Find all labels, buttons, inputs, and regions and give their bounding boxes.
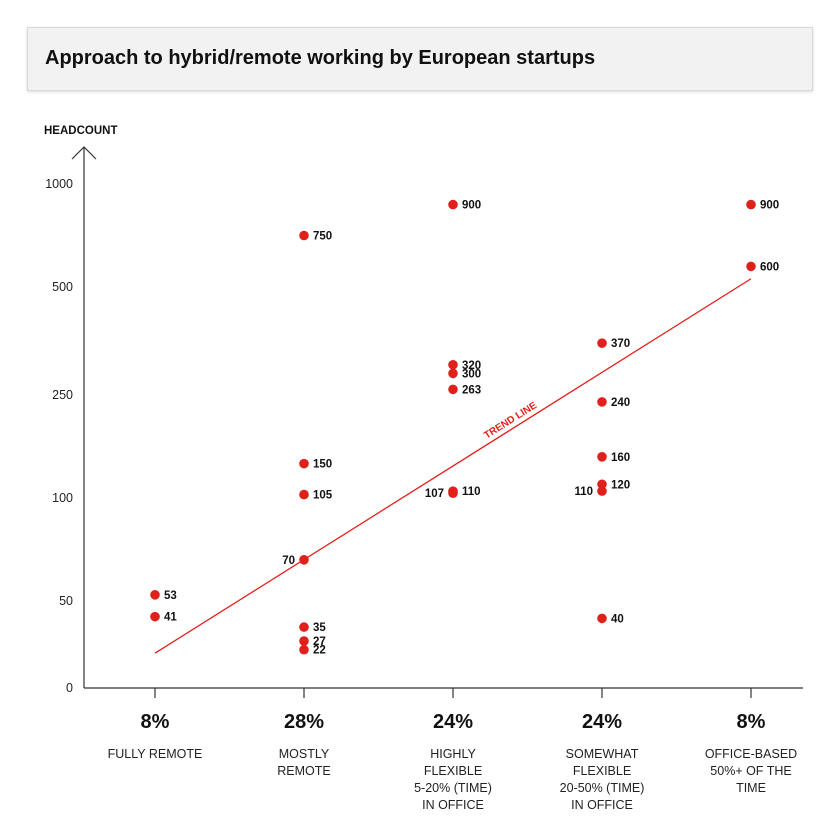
y-tick-label: 1000 <box>45 177 73 191</box>
title-box: Approach to hybrid/remote working by Eur… <box>27 27 813 91</box>
category-name: SOMEWHAT FLEXIBLE 20-50% (TIME) IN OFFIC… <box>559 747 645 812</box>
chart-title: Approach to hybrid/remote working by Eur… <box>45 47 596 69</box>
data-label: 110 <box>462 486 481 498</box>
data-point <box>597 397 607 407</box>
data-point <box>150 611 160 622</box>
category-percent: 8% <box>736 711 766 733</box>
y-axis-arrow-icon <box>71 146 97 160</box>
data-label: 600 <box>760 261 779 273</box>
y-tick-label: 500 <box>52 280 73 294</box>
y-tick-label: 50 <box>59 594 73 608</box>
data-point <box>597 479 607 490</box>
data-point <box>299 489 309 500</box>
category-label: 24% HIGHLY FLEXIBLE 5-20% (TIME) IN OFFIC… <box>388 711 518 814</box>
data-point <box>448 368 458 379</box>
data-point <box>299 555 309 565</box>
data-point <box>746 199 756 210</box>
data-label: 35 <box>313 622 326 634</box>
category-percent: 24% <box>581 711 623 733</box>
category-label: 8% OFFICE-BASED 50%+ OF THE TIME <box>686 711 816 797</box>
data-label: 900 <box>462 200 481 212</box>
data-point <box>597 452 607 462</box>
data-label: 900 <box>760 200 779 212</box>
category-name: MOSTLY REMOTE <box>277 747 331 778</box>
category-label: 28% MOSTLY REMOTE <box>239 711 369 780</box>
data-point <box>299 644 309 655</box>
category-label: 8% FULLY REMOTE <box>90 711 220 763</box>
data-label: 240 <box>611 397 630 409</box>
y-tick-label: 0 <box>66 681 73 695</box>
data-point <box>299 622 309 632</box>
data-point <box>746 261 756 272</box>
y-tick-label: 250 <box>52 388 73 402</box>
data-point <box>597 613 607 624</box>
data-label: 70 <box>282 555 295 567</box>
data-point <box>448 359 458 370</box>
data-label: 150 <box>313 459 332 471</box>
category-name: OFFICE-BASED 50%+ OF THE TIME <box>704 747 798 795</box>
category-percent: 28% <box>283 711 325 733</box>
data-point <box>150 590 160 600</box>
trend-line <box>154 278 752 654</box>
data-point <box>597 486 607 496</box>
data-label: 263 <box>462 384 481 396</box>
trend-line-label: TREND LINE <box>482 400 539 441</box>
data-label: 320 <box>462 360 481 372</box>
data-point <box>299 636 309 646</box>
data-label: 53 <box>164 590 177 602</box>
category-label: 24% SOMEWHAT FLEXIBLE 20-50% (TIME) IN OF… <box>537 711 667 814</box>
data-point <box>448 384 458 395</box>
data-label: 40 <box>611 613 624 625</box>
data-point <box>448 488 458 498</box>
category-name: FULLY REMOTE <box>107 747 203 761</box>
category-name: HIGHLY FLEXIBLE 5-20% (TIME) IN OFFICE <box>414 747 492 812</box>
category-percent: 8% <box>140 711 170 733</box>
data-label: 160 <box>611 452 630 464</box>
data-label: 750 <box>313 231 332 243</box>
data-label: 110 <box>574 486 593 498</box>
data-point <box>299 458 309 469</box>
data-point <box>299 230 309 241</box>
data-label: 41 <box>164 612 177 624</box>
data-label: 105 <box>313 490 333 502</box>
data-point <box>597 338 607 348</box>
y-tick-label: 100 <box>52 491 73 505</box>
data-label: 300 <box>462 368 481 380</box>
category-percent: 24% <box>432 711 474 733</box>
data-point <box>448 199 458 210</box>
y-axis-title: HEADCOUNT <box>44 125 117 137</box>
data-label: 120 <box>611 479 630 491</box>
data-label: 370 <box>611 338 630 350</box>
data-label: 27 <box>313 636 326 648</box>
data-label: 107 <box>425 488 444 500</box>
data-label: 22 <box>313 645 326 657</box>
